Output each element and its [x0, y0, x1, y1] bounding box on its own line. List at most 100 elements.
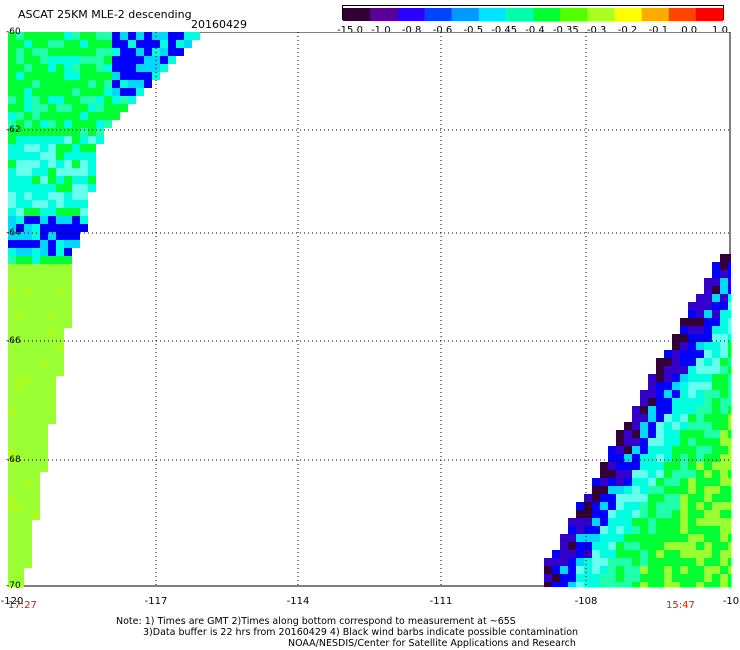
swath-cell [48, 384, 56, 392]
swath-cell [16, 408, 24, 416]
swath-cell [40, 320, 48, 328]
swath-cell [648, 486, 656, 494]
swath-cell [640, 438, 648, 446]
swath-cell [712, 566, 720, 574]
swath-cell [16, 376, 24, 384]
swath-cell [688, 350, 696, 358]
colorbar-label: -0.8 [401, 25, 422, 36]
swath-cell [72, 40, 80, 48]
swath-cell [32, 368, 40, 376]
swath-cell [576, 502, 584, 510]
swath-cell [672, 534, 680, 542]
swath-cell [576, 566, 584, 574]
swath-cell [24, 440, 32, 448]
swath-cell [8, 352, 16, 360]
note-line-1: Note: 1) Times are GMT 2)Times along bot… [116, 616, 516, 627]
swath-cell [608, 510, 616, 518]
swath-cell [8, 176, 16, 184]
swath-cell [64, 136, 72, 144]
swath-cell [144, 64, 152, 72]
swath-cell [80, 128, 88, 136]
swath-cell [704, 302, 712, 310]
swath-cell [576, 526, 584, 534]
swath-cell [64, 104, 72, 112]
swath-cell [8, 496, 16, 504]
swath-cell [16, 176, 24, 184]
swath-cell [584, 566, 592, 574]
swath-cell [56, 328, 64, 336]
swath-cell [616, 430, 624, 438]
swath-cell [680, 350, 688, 358]
swath-cell [40, 448, 48, 456]
swath-cell [640, 494, 648, 502]
swath-cell [640, 486, 648, 494]
swath-cell [56, 160, 64, 168]
swath-cell [56, 152, 64, 160]
swath-cell [8, 408, 16, 416]
swath-cell [544, 558, 552, 566]
swath-cell [16, 296, 24, 304]
swath-cell [40, 264, 48, 272]
swath-cell [40, 272, 48, 280]
swath-cell [688, 430, 696, 438]
swath-cell [568, 518, 576, 526]
swath-cell [48, 80, 56, 88]
swath-cell [80, 168, 88, 176]
swath-cell [632, 510, 640, 518]
swath-cell [72, 136, 80, 144]
swath-cell [704, 374, 712, 382]
swath-cell [616, 518, 624, 526]
swath-cell [48, 312, 56, 320]
swath-cell [40, 64, 48, 72]
swath-cell [616, 582, 624, 587]
swath-cell [16, 64, 24, 72]
swath-cell [40, 440, 48, 448]
swath-cell [16, 272, 24, 280]
swath-cell [616, 510, 624, 518]
swath-cell [704, 342, 712, 350]
swath-cell [64, 96, 72, 104]
swath-cell [632, 502, 640, 510]
swath-cell [88, 160, 96, 168]
swath-cell [24, 352, 32, 360]
swath-cell [600, 526, 608, 534]
swath-cell [592, 494, 600, 502]
swath-cell [32, 48, 40, 56]
swath-cell [696, 550, 704, 558]
swath-cell [720, 294, 728, 302]
swath-cell [16, 48, 24, 56]
swath-cell [80, 72, 88, 80]
swath-cell [16, 432, 24, 440]
swath-cell [712, 558, 720, 566]
swath-cell [48, 128, 56, 136]
swath-cell [712, 294, 720, 302]
swath-cell [32, 256, 40, 264]
swath-cell [176, 32, 184, 40]
swath-cell [648, 574, 656, 582]
swath-cell [680, 422, 688, 430]
swath-cell [16, 304, 24, 312]
swath-cell [560, 550, 568, 558]
swath-cell [720, 558, 728, 566]
swath-cell [672, 446, 680, 454]
swath-cell [632, 494, 640, 502]
swath-cell [48, 248, 56, 256]
swath-cell [712, 446, 720, 454]
swath-cell [592, 582, 600, 587]
swath-cell [8, 312, 16, 320]
swath-cell [16, 136, 24, 144]
swath-cell [48, 320, 56, 328]
swath-cell [48, 280, 56, 288]
swath-cell [64, 176, 72, 184]
swath-cell [104, 48, 112, 56]
swath-cell [32, 224, 40, 232]
swath-cell [24, 320, 32, 328]
swath-cell [128, 48, 136, 56]
swath-cell [104, 80, 112, 88]
swath-cell [32, 312, 40, 320]
swath-cell [120, 64, 128, 72]
swath-cell [56, 264, 64, 272]
swath-cell [728, 302, 731, 310]
swath-cell [720, 582, 728, 587]
swath-cell [680, 390, 688, 398]
